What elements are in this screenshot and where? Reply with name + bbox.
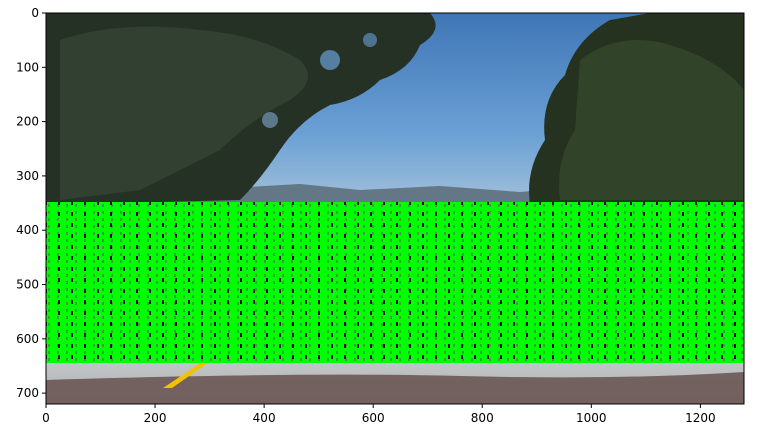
axes-frame [45,12,745,405]
lane-line [163,360,212,388]
sky-gap [363,33,377,47]
y-tick-label: 0 [31,6,39,20]
y-tick-label: 300 [16,169,39,183]
sky-gap [320,50,340,70]
x-tick-label: 0 [42,411,50,425]
y-tick-label: 200 [16,115,39,129]
road-scene-image [46,13,744,404]
y-axis: 0 100 200 300 400 500 600 700 [16,6,46,400]
x-tick-label: 600 [362,411,385,425]
right-tree-foliage [559,40,744,200]
y-tick-label: 700 [16,386,39,400]
sliding-window-region [46,202,744,363]
y-tick-label: 400 [16,223,39,237]
y-tick-label: 600 [16,332,39,346]
x-tick-label: 400 [253,411,276,425]
road-foreground [46,372,744,404]
x-tick-label: 200 [144,411,167,425]
window-boxes-dark-gaps [46,202,744,363]
sky-gap [262,112,278,128]
x-tick-label: 800 [471,411,494,425]
y-tick-label: 500 [16,278,39,292]
x-tick-label: 1000 [576,411,607,425]
x-tick-label: 1200 [685,411,716,425]
y-tick-label: 100 [16,60,39,74]
left-tree-foliage [60,26,308,200]
x-axis: 0 200 400 600 800 1000 1200 [42,404,716,425]
